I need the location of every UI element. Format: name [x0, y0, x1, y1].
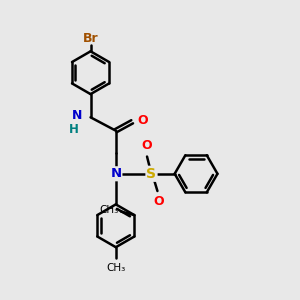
Text: O: O — [141, 140, 152, 152]
Text: O: O — [154, 195, 164, 208]
Text: N: N — [72, 109, 82, 122]
Text: H: H — [69, 123, 79, 136]
Text: O: O — [137, 114, 148, 127]
Text: Br: Br — [83, 32, 98, 45]
Text: S: S — [146, 167, 157, 181]
Text: CH₃: CH₃ — [106, 262, 125, 273]
Text: CH₃: CH₃ — [99, 205, 119, 215]
Text: N: N — [110, 167, 122, 180]
